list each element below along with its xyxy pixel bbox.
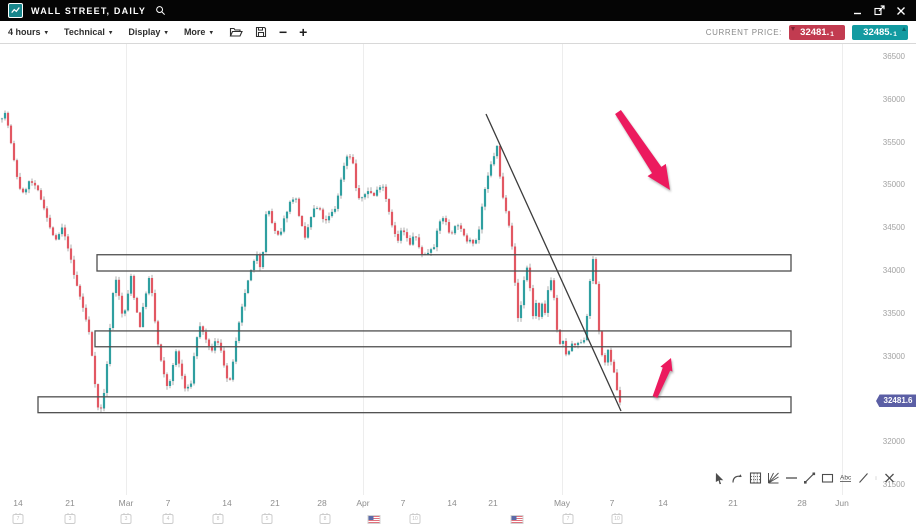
chart-toolbar: 4 hours ▾ Technical ▾ Display ▾ More ▾ −… [0, 21, 916, 44]
chevron-down-icon: ▾ [209, 29, 213, 37]
price-axis-label: 33000 [882, 351, 905, 361]
popout-icon[interactable] [874, 5, 885, 16]
last-price-marker: 32481.6 [876, 394, 916, 408]
price-axis-label: 33500 [882, 308, 905, 318]
calendar-event-icon[interactable]: 8 [212, 513, 224, 524]
time-axis-label: Mar [118, 498, 134, 508]
chevron-down-icon: ▾ [44, 29, 49, 37]
time-axis-label: 7 [609, 498, 615, 508]
horizontal-line-tool-icon[interactable] [784, 470, 798, 486]
timeframe-dropdown[interactable]: 4 hours ▾ [8, 27, 48, 37]
time-axis-label: 7 [165, 498, 171, 508]
price-axis-label: 36000 [882, 94, 905, 104]
calendar-event-icon[interactable]: 8 [319, 513, 331, 524]
chevron-down-icon: ▾ [108, 29, 113, 37]
time-axis-label: 28 [797, 498, 807, 508]
time-axis-label: May [553, 498, 571, 508]
minimize-icon[interactable] [853, 6, 863, 16]
calendar-event-icon[interactable]: 3 [120, 513, 132, 524]
calendar-event-icon[interactable]: 3 [64, 513, 76, 524]
time-axis-label: Apr [356, 498, 370, 508]
trend-arrow [652, 358, 673, 398]
time-axis-label: 28 [317, 498, 327, 508]
more-label: More [183, 27, 206, 37]
ask-price-badge[interactable]: 32485. 1 [852, 24, 908, 40]
time-axis-label: 14 [447, 498, 457, 508]
window-controls [853, 5, 908, 16]
time-axis-label: 14 [13, 498, 23, 508]
current-price-group: CURRENT PRICE: 32481. 1 32485. 1 [705, 24, 908, 40]
price-axis-label: 34500 [882, 223, 905, 233]
current-price-label: CURRENT PRICE: [705, 27, 782, 37]
events-row: 7 3 3 4 8 5 8 10 7 10 [0, 512, 916, 528]
price-axis-label: 35000 [882, 180, 905, 190]
more-dropdown[interactable]: More ▾ [184, 27, 213, 37]
price-axis-label: 32000 [882, 437, 905, 447]
text-abc-tool-icon[interactable]: Abc [838, 470, 852, 486]
rectangle-tool-icon[interactable] [820, 470, 834, 486]
calendar-event-icon[interactable]: 10 [611, 513, 623, 524]
chevron-down-icon: ▾ [164, 29, 168, 37]
bid-price-badge[interactable]: 32481. 1 [789, 24, 845, 40]
display-label: Display [128, 27, 161, 37]
fan-lines-tool-icon[interactable] [766, 470, 780, 486]
close-icon[interactable] [896, 6, 906, 16]
save-icon[interactable] [255, 26, 267, 38]
us-flag-icon[interactable] [367, 515, 381, 524]
time-axis-label: 21 [728, 498, 738, 508]
toolbar-divider [874, 470, 878, 486]
zoom-out-button[interactable]: − [278, 24, 288, 40]
grid-tool-icon[interactable] [748, 470, 762, 486]
time-axis-label: 14 [658, 498, 668, 508]
zoom-in-button[interactable]: + [299, 24, 308, 40]
us-flag-icon[interactable] [510, 515, 524, 524]
time-axis-label: 21 [270, 498, 280, 508]
ask-price: 32485. [863, 26, 893, 38]
open-folder-icon[interactable] [229, 26, 243, 38]
pointer-tool-icon[interactable] [712, 470, 726, 486]
candlestick-canvas[interactable] [0, 44, 916, 495]
chart-area[interactable]: 36500 36000 35500 35000 34500 34000 33500 33000… [0, 44, 916, 495]
trend-arrow [615, 110, 670, 190]
trend-line-tool-icon[interactable] [802, 470, 816, 486]
time-axis-label: 21 [65, 498, 75, 508]
close-tool-icon[interactable] [882, 470, 896, 486]
ray-tool-icon[interactable] [856, 470, 870, 486]
bid-price: 32481. [800, 26, 830, 38]
timeframe-label: 4 hours [8, 27, 41, 37]
time-axis-label: 21 [488, 498, 498, 508]
window-title: WALL STREET, DAILY [31, 5, 147, 16]
calendar-event-icon[interactable]: 7 [562, 513, 574, 524]
time-axis-label: 14 [222, 498, 232, 508]
calendar-event-icon[interactable]: 5 [261, 513, 273, 524]
down-tick-icon [791, 26, 795, 31]
time-axis-label: Jun [835, 498, 849, 508]
app-logo-icon [8, 3, 23, 18]
price-axis-label: 35500 [882, 137, 905, 147]
curved-arrow-tool-icon[interactable] [730, 470, 744, 486]
calendar-event-icon[interactable]: 10 [409, 513, 421, 524]
technical-label: Technical [64, 27, 105, 37]
title-bar: WALL STREET, DAILY [0, 0, 916, 21]
price-axis-label: 36500 [882, 52, 905, 61]
display-dropdown[interactable]: Display ▾ [128, 27, 168, 37]
technical-dropdown[interactable]: Technical ▾ [64, 27, 112, 37]
price-axis-label: 34000 [882, 266, 905, 275]
price-axis-label: 31500 [882, 480, 905, 489]
time-axis-label: 7 [400, 498, 406, 508]
svg-text:Abc: Abc [840, 475, 852, 482]
time-axis[interactable]: 14 21 Mar 7 14 21 28 Apr 7 14 21 May 7 14 21 28 Jun [0, 495, 916, 512]
calendar-event-icon[interactable]: 7 [12, 513, 24, 524]
drawing-toolbar: Abc [712, 470, 896, 486]
calendar-event-icon[interactable]: 4 [162, 513, 174, 524]
up-tick-icon [902, 26, 906, 31]
search-icon[interactable] [155, 5, 166, 16]
